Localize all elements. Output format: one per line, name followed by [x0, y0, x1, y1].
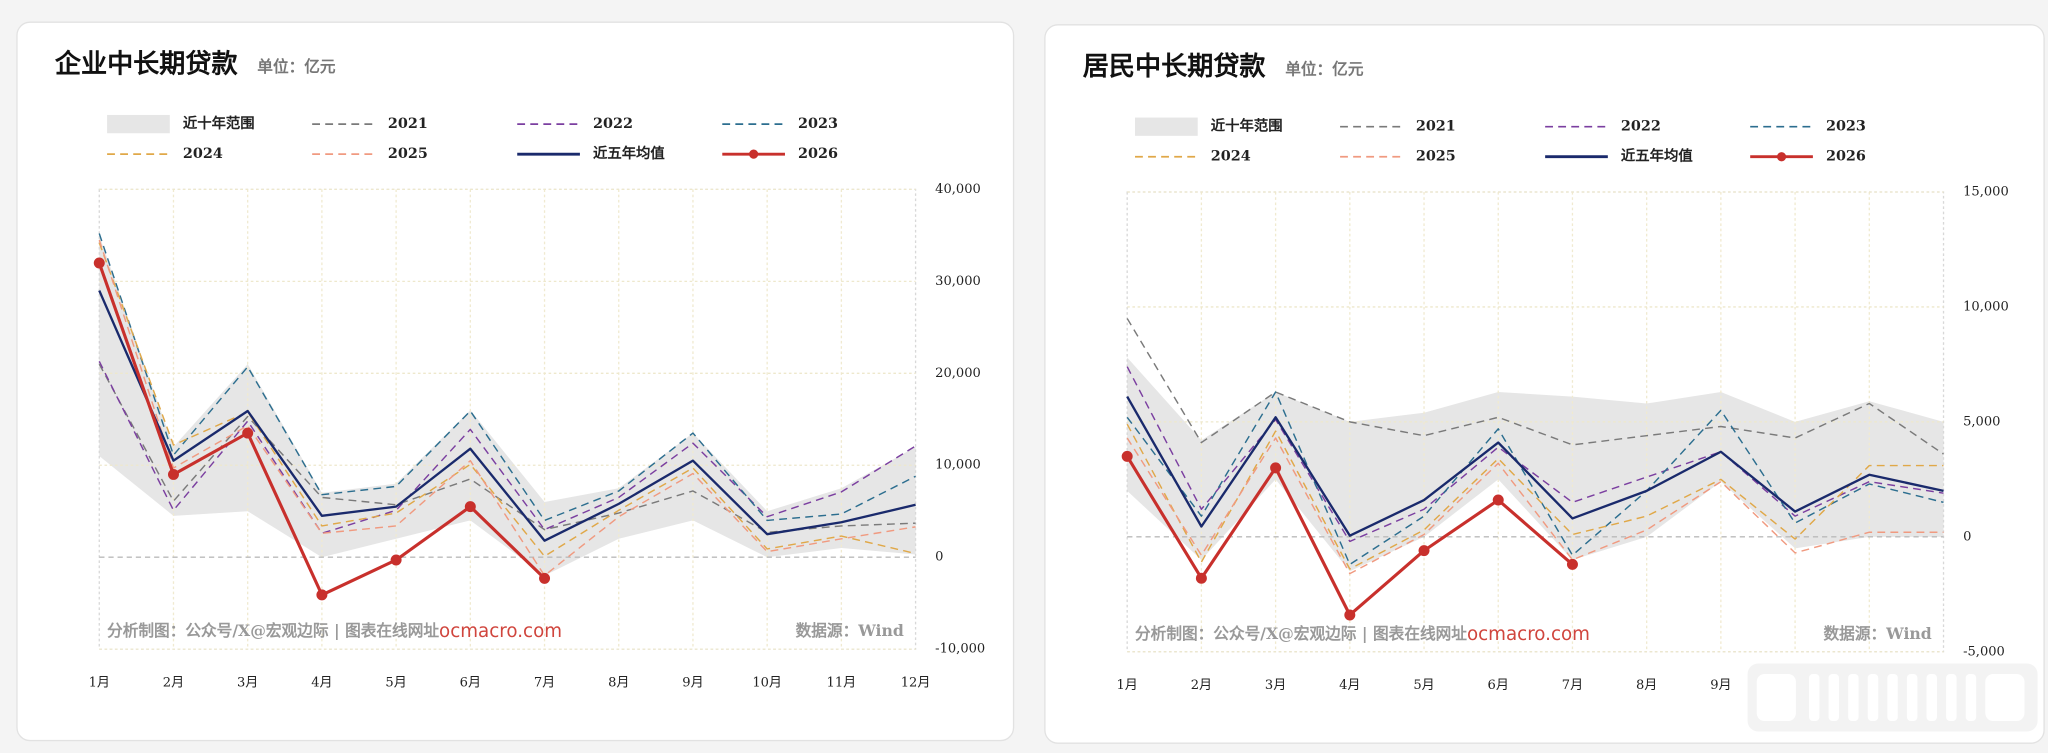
x-tick-label: 3月: [237, 676, 258, 691]
series-line: [1126, 396, 1944, 537]
data-point: [93, 257, 105, 269]
legend-swatch: [1135, 117, 1198, 136]
data-point: [1344, 609, 1356, 621]
legend-label: 2021: [388, 116, 428, 132]
legend-marker: [1776, 152, 1787, 162]
x-tick-label: 5月: [385, 676, 406, 691]
data-point: [316, 589, 328, 601]
data-point: [1492, 494, 1504, 506]
series-line: [1126, 366, 1944, 543]
x-tick-label: 6月: [1488, 678, 1509, 693]
series-line: [1126, 437, 1944, 575]
legend-label: 近五年均值: [593, 144, 665, 162]
x-tick-label: 9月: [1710, 678, 1731, 693]
data-point: [242, 427, 254, 439]
x-tick-label: 4月: [311, 676, 332, 691]
series-line: [1126, 318, 1944, 455]
x-tick-label: 7月: [534, 676, 555, 691]
data-point: [167, 468, 179, 480]
y-tick-label: 0: [1963, 529, 1971, 544]
x-tick-label: 11月: [827, 676, 857, 691]
data-point: [390, 554, 402, 566]
image-overlay: [1747, 663, 2038, 732]
x-tick-label: 10月: [752, 676, 782, 691]
x-tick-label: 1月: [1117, 678, 1138, 693]
x-tick-label: 2月: [163, 676, 184, 691]
data-source: 数据源：Wind: [1824, 624, 1932, 643]
range-band: [1127, 357, 1944, 572]
series-line: [98, 239, 916, 577]
x-tick-label: 6月: [460, 676, 481, 691]
data-point: [1121, 450, 1133, 462]
x-tick-label: 3月: [1265, 678, 1286, 693]
series-line: [98, 363, 916, 534]
series-line: [1126, 423, 1944, 570]
legend-label: 2026: [798, 146, 838, 162]
legend-label: 2021: [1416, 119, 1456, 135]
source-note-text: 分析制图：公众号/X@宏观边际 | 图表在线网址: [107, 621, 439, 640]
y-tick-label: 20,000: [935, 366, 981, 381]
website: ocmacro.com: [1467, 624, 1590, 645]
series-line: [98, 290, 916, 542]
legend-label: 2024: [1211, 149, 1251, 165]
x-tick-label: 8月: [1636, 678, 1657, 693]
website: ocmacro.com: [439, 621, 562, 642]
data-point: [1418, 545, 1430, 557]
data-point: [1270, 462, 1282, 474]
legend-label: 近十年范围: [183, 114, 255, 132]
data-point: [464, 501, 476, 513]
source-note: 分析制图：公众号/X@宏观边际 | 图表在线网址ocmacro.com: [107, 621, 562, 642]
source-note-text: 分析制图：公众号/X@宏观边际 | 图表在线网址: [1135, 624, 1467, 643]
series-line: [98, 233, 916, 522]
x-tick-label: 4月: [1339, 678, 1360, 693]
y-tick-label: 10,000: [935, 458, 981, 473]
data-point: [1566, 558, 1578, 570]
card: [16, 21, 1015, 742]
source-note: 分析制图：公众号/X@宏观边际 | 图表在线网址ocmacro.com: [1135, 624, 1590, 645]
legend-label: 2025: [1416, 149, 1456, 165]
x-tick-label: 1月: [89, 676, 110, 691]
y-tick-label: 15,000: [1963, 185, 2009, 200]
legend-label: 2023: [1826, 119, 1866, 135]
data-point: [1195, 572, 1207, 584]
x-tick-label: 12月: [901, 676, 931, 691]
y-tick-label: 30,000: [935, 274, 981, 289]
chart-subtitle: 单位：亿元: [1285, 60, 1364, 79]
y-tick-label: 40,000: [935, 182, 981, 197]
y-tick-label: -10,000: [935, 642, 985, 657]
chart-subtitle: 单位：亿元: [257, 57, 336, 76]
series-line: [1126, 391, 1944, 566]
series-line: [98, 361, 916, 535]
chart-title: 企业中长期贷款: [55, 48, 239, 79]
legend-swatch: [107, 114, 170, 134]
legend-label: 2022: [593, 116, 633, 132]
data-point: [539, 572, 551, 584]
legend-label: 近五年均值: [1621, 147, 1693, 165]
x-tick-label: 5月: [1413, 678, 1434, 693]
y-tick-label: 5,000: [1963, 414, 2000, 429]
card: [1044, 24, 2045, 744]
chart-title: 居民中长期贷款: [1083, 51, 1267, 82]
x-tick-label: 8月: [608, 676, 629, 691]
y-tick-label: 10,000: [1963, 299, 2009, 314]
y-tick-label: 0: [935, 550, 943, 565]
legend-label: 2024: [183, 146, 223, 162]
x-tick-label: 9月: [682, 676, 703, 691]
legend-label: 2023: [798, 116, 838, 132]
x-tick-label: 2月: [1191, 678, 1212, 693]
y-tick-label: -5,000: [1963, 644, 2005, 659]
series-line: [98, 242, 916, 558]
x-tick-label: 7月: [1562, 678, 1583, 693]
legend-label: 2026: [1826, 149, 1866, 165]
data-source: 数据源：Wind: [796, 621, 904, 640]
legend-marker: [749, 149, 759, 159]
legend-label: 2025: [388, 146, 428, 162]
legend-label: 近十年范围: [1211, 117, 1283, 135]
plots: 1月 2月 3月 4月 5月 6月 7月 8月 9月 10月 11月 12月 -10,000 0 10,00…: [89, 114, 2009, 693]
legend-label: 2022: [1621, 119, 1661, 135]
